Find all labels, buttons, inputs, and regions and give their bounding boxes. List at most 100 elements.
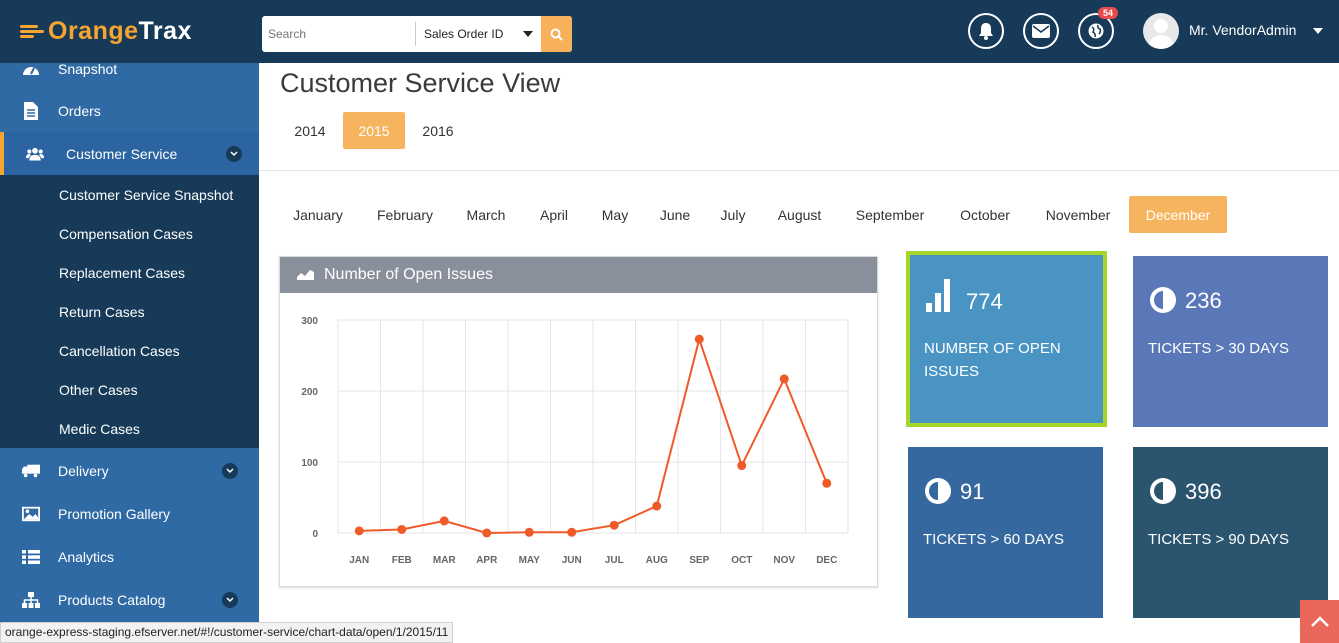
month-tab-january[interactable]: January [293, 206, 343, 223]
search-input[interactable] [262, 22, 416, 46]
x-tick-label: JUL [605, 555, 624, 566]
tile-value: 91 [960, 479, 985, 504]
sidebar: Snapshot Orders Customer Service Custome… [0, 61, 259, 643]
sidebar-item-analytics[interactable]: Analytics [0, 535, 259, 578]
sidebar-item-snapshot[interactable]: Snapshot [0, 47, 259, 90]
users-icon [26, 145, 44, 163]
x-tick-label: FEB [392, 555, 412, 566]
tile-value: 774 [966, 289, 1003, 314]
month-tab-august[interactable]: August [777, 206, 822, 223]
globe-icon [1088, 23, 1104, 39]
chevron-down-icon[interactable] [222, 591, 238, 608]
data-point [737, 461, 747, 471]
y-tick-label: 0 [312, 529, 318, 540]
year-tab-2016[interactable]: 2016 [422, 122, 454, 139]
search-bar: Sales Order ID [262, 16, 572, 52]
notification-badge: 54 [1097, 7, 1118, 19]
submenu-item-medic-cases[interactable]: Medic Cases [59, 421, 140, 437]
month-tab-april[interactable]: April [539, 206, 568, 223]
half-circle-icon [1150, 478, 1176, 504]
tile-label: TICKETS > 90 DAYS [1148, 531, 1290, 548]
year-tab-2015[interactable]: 2015 [343, 112, 405, 149]
search-button[interactable] [541, 16, 572, 52]
sidebar-item-orders[interactable]: Orders [0, 89, 259, 132]
submenu-item-compensation-cases[interactable]: Compensation Cases [59, 226, 193, 242]
month-tab-november[interactable]: November [1045, 206, 1111, 223]
data-point [439, 516, 449, 526]
panel-title: Number of Open Issues [324, 266, 493, 283]
x-tick-label: JAN [349, 555, 369, 566]
month-tab-march[interactable]: March [466, 206, 506, 223]
submenu-item-cancellation-cases[interactable]: Cancellation Cases [59, 343, 180, 359]
avatar[interactable] [1143, 13, 1179, 49]
submenu-item-replacement-cases[interactable]: Replacement Cases [59, 265, 186, 281]
scroll-to-top-button[interactable] [1300, 600, 1339, 643]
logo-mark-icon [20, 22, 46, 40]
data-point [354, 526, 364, 536]
truck-icon [22, 462, 40, 480]
search-icon [550, 28, 563, 41]
submenu-item-other-cases[interactable]: Other Cases [59, 382, 138, 398]
envelope-icon [1032, 24, 1050, 38]
search-type-select[interactable]: Sales Order ID [416, 16, 541, 52]
data-point [609, 520, 619, 530]
month-tab-february[interactable]: February [376, 206, 434, 223]
sitemap-icon [22, 591, 40, 609]
month-tab-may[interactable]: May [601, 206, 629, 223]
logo-text: OrangeTrax [48, 16, 192, 45]
chevron-up-icon [1310, 615, 1329, 627]
month-tab-july[interactable]: July [720, 206, 746, 223]
tile-label: TICKETS > 30 DAYS [1148, 340, 1290, 357]
open-issues-chart: 300 200 100 0 JAN FEB MAR APR MAY JUN JUL AUG SEP OCT… [301, 316, 849, 566]
chevron-down-icon[interactable] [222, 462, 238, 479]
sidebar-item-label: Analytics [58, 548, 115, 565]
month-tab-october[interactable]: October [960, 206, 1010, 223]
bell-icon [979, 23, 993, 40]
year-tab-2014[interactable]: 2014 [294, 122, 326, 139]
data-point [822, 478, 832, 488]
tile-tickets-30-days[interactable]: 236 TICKETS > 30 DAYS [1133, 256, 1328, 427]
tile-tickets-90-days[interactable]: 396 TICKETS > 90 DAYS [1133, 447, 1328, 618]
month-tab-september[interactable]: September [855, 206, 925, 223]
sidebar-item-products-catalog[interactable]: Products Catalog [0, 578, 259, 621]
tile-label: TICKETS > 60 DAYS [923, 531, 1065, 548]
sidebar-item-customer-service[interactable]: Customer Service [0, 132, 259, 175]
document-icon [22, 101, 40, 120]
logo[interactable]: OrangeTrax [20, 16, 192, 46]
month-tab-december[interactable]: December [1129, 196, 1227, 233]
submenu-item-customer-service-snapshot[interactable]: Customer Service Snapshot [59, 187, 234, 203]
messages-button[interactable] [1023, 13, 1059, 49]
tile-value: 396 [1185, 479, 1222, 504]
sidebar-item-label: Customer Service [66, 145, 178, 162]
data-point [524, 527, 534, 537]
half-circle-icon [925, 478, 951, 504]
user-name[interactable]: Mr. VendorAdmin [1189, 22, 1297, 38]
x-tick-label: SEP [689, 555, 709, 566]
y-tick-label: 300 [301, 316, 318, 327]
x-tick-label: OCT [731, 555, 752, 566]
tile-open-issues[interactable]: 774 NUMBER OF OPEN ISSUES [906, 251, 1107, 427]
area-chart-icon [297, 270, 314, 280]
top-bar: OrangeTrax Sales Order ID 54 Mr. VendorA… [0, 0, 1339, 63]
series-line [359, 335, 828, 535]
y-tick-label: 100 [301, 458, 318, 469]
data-point [652, 501, 662, 511]
tile-tickets-60-days[interactable]: 91 TICKETS > 60 DAYS [908, 447, 1103, 618]
month-tab-june[interactable]: June [659, 206, 691, 223]
sidebar-item-delivery[interactable]: Delivery [0, 449, 259, 492]
browser-status-url: orange-express-staging.efserver.net/#!/c… [0, 622, 454, 643]
submenu-item-return-cases[interactable]: Return Cases [59, 304, 145, 320]
user-menu-caret-icon[interactable] [1313, 28, 1323, 34]
x-tick-label: JUN [562, 555, 582, 566]
x-tick-label: NOV [773, 555, 795, 566]
list-icon [22, 548, 40, 566]
chevron-down-icon[interactable] [226, 145, 242, 162]
notifications-button[interactable] [968, 13, 1004, 49]
sidebar-item-label: Snapshot [58, 60, 118, 77]
data-point [567, 527, 577, 537]
customer-service-submenu: Customer Service Snapshot Compensation C… [0, 175, 259, 448]
data-point [397, 524, 407, 534]
globe-button[interactable]: 54 [1078, 7, 1118, 49]
sidebar-item-promotion-gallery[interactable]: Promotion Gallery [0, 492, 259, 535]
panel-header: Number of Open Issues [280, 257, 877, 293]
